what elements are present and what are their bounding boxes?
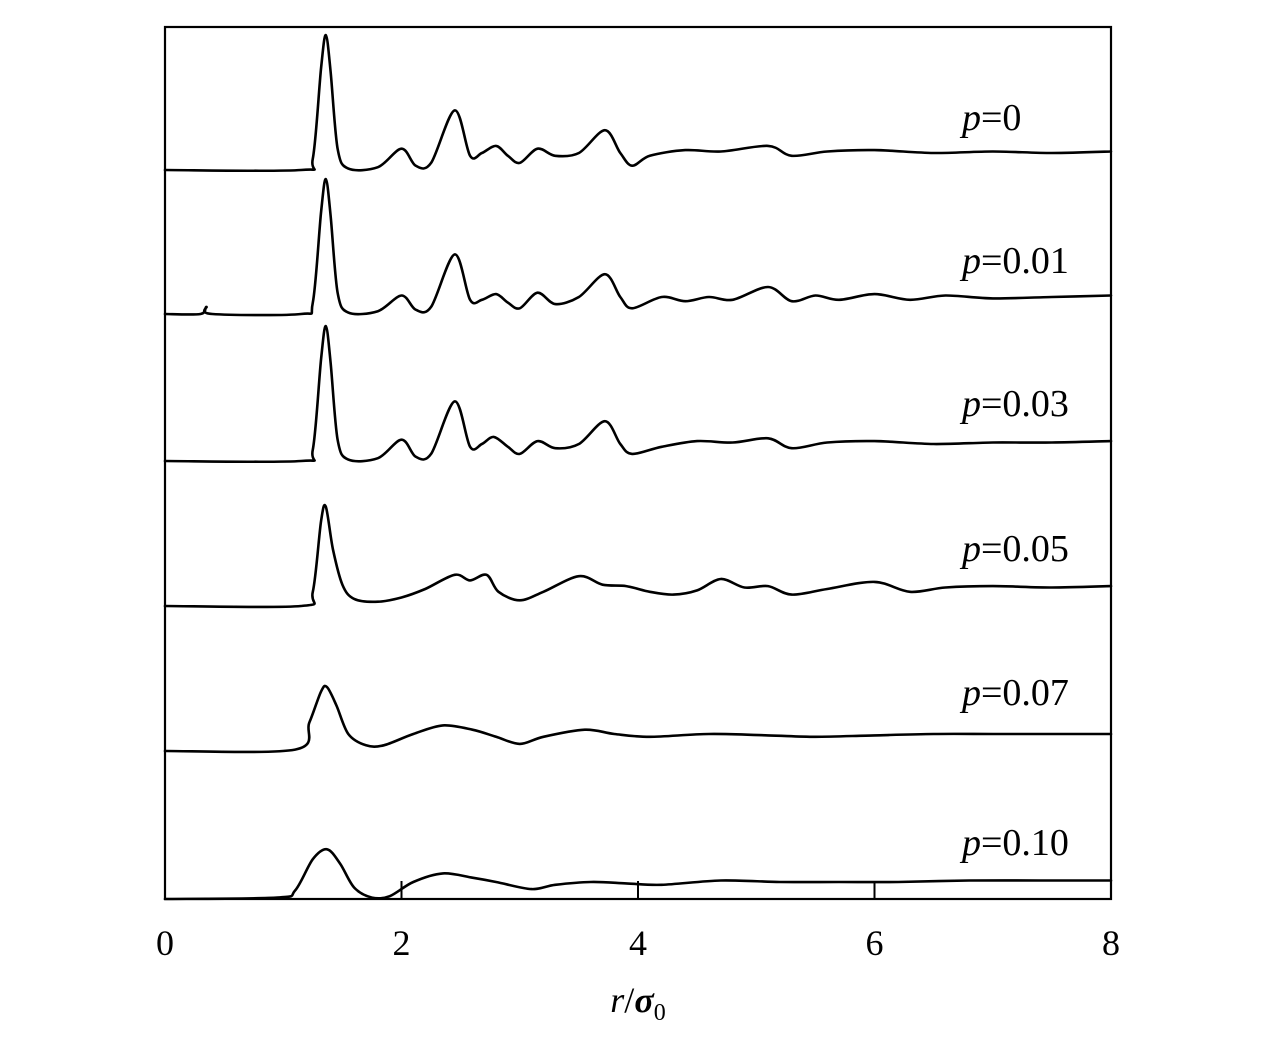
series-label: p=0.10 <box>959 822 1069 864</box>
x-axis-label: r/σ0 <box>610 980 665 1026</box>
series-label: p=0.05 <box>959 528 1069 570</box>
series-line-2 <box>163 324 1113 464</box>
x-tick-labels: 0 2 4 6 8 <box>156 923 1120 963</box>
series-label: p=0.01 <box>959 240 1069 282</box>
x-tick-label: 6 <box>866 923 884 963</box>
x-tick-label: 8 <box>1102 923 1120 963</box>
series-line-3 <box>163 503 1113 609</box>
series-label: p=0.03 <box>959 383 1069 425</box>
x-tick-label: 0 <box>156 923 174 963</box>
x-tick-label: 4 <box>629 923 647 963</box>
x-tick-label: 2 <box>393 923 411 963</box>
plot-frame <box>163 25 1113 901</box>
series-group <box>163 33 1113 901</box>
series-line-5 <box>163 847 1113 901</box>
series-labels: p=0 p=0.01 p=0.03 p=0.05 p=0.07 p=0.10 <box>959 97 1069 864</box>
series-label: p=0.07 <box>959 672 1069 714</box>
series-line-4 <box>163 684 1113 754</box>
series-line-0 <box>163 33 1113 173</box>
series-line-1 <box>163 177 1113 317</box>
series-label: p=0 <box>959 97 1021 139</box>
